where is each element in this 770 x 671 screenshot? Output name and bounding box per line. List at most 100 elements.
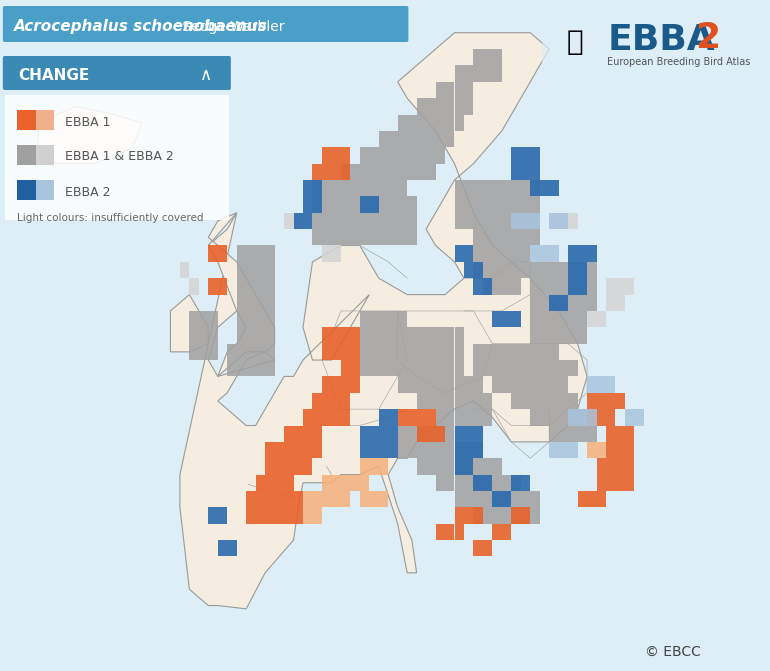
Bar xyxy=(454,246,464,262)
Bar xyxy=(370,197,379,213)
Bar xyxy=(426,409,436,425)
Bar xyxy=(531,213,540,229)
Bar xyxy=(313,229,322,246)
Bar xyxy=(474,344,483,360)
Bar xyxy=(521,197,531,213)
Bar xyxy=(483,180,492,197)
Bar xyxy=(246,295,256,311)
Bar xyxy=(350,474,360,491)
Bar xyxy=(426,360,436,376)
Bar xyxy=(397,327,407,344)
Bar xyxy=(322,376,331,393)
Bar xyxy=(559,295,568,311)
Bar xyxy=(625,278,634,295)
Bar xyxy=(474,229,483,246)
Bar xyxy=(331,491,341,507)
Bar xyxy=(322,180,331,197)
Bar xyxy=(322,409,331,425)
Bar xyxy=(531,164,540,180)
Bar xyxy=(568,262,578,278)
Bar xyxy=(474,474,483,491)
Bar xyxy=(313,197,322,213)
Bar xyxy=(578,327,587,344)
Bar xyxy=(407,327,417,344)
Bar xyxy=(388,213,397,229)
Bar xyxy=(445,327,454,344)
Bar xyxy=(578,295,587,311)
Bar xyxy=(275,491,284,507)
Bar xyxy=(256,327,265,344)
Bar xyxy=(341,164,350,180)
Bar xyxy=(502,507,511,523)
Bar xyxy=(436,344,445,360)
Bar xyxy=(531,148,540,164)
Bar xyxy=(521,213,531,229)
Bar xyxy=(540,180,549,197)
Bar xyxy=(218,278,227,295)
Text: 2: 2 xyxy=(695,21,721,55)
Bar xyxy=(454,115,464,131)
Bar xyxy=(474,278,483,295)
Bar xyxy=(559,327,568,344)
Bar xyxy=(417,164,426,180)
Bar xyxy=(568,393,578,409)
Bar xyxy=(370,197,379,213)
Bar xyxy=(511,148,521,164)
Bar xyxy=(360,327,370,344)
Bar xyxy=(445,393,454,409)
Bar xyxy=(360,197,370,213)
Bar xyxy=(511,491,521,507)
Bar xyxy=(331,148,341,164)
Bar xyxy=(559,425,568,442)
Bar xyxy=(559,311,568,327)
Bar xyxy=(502,523,511,540)
Bar xyxy=(388,360,397,376)
Bar xyxy=(502,344,511,360)
Bar xyxy=(313,409,322,425)
Bar xyxy=(417,327,426,344)
Bar xyxy=(370,360,379,376)
Bar xyxy=(531,507,540,523)
Bar xyxy=(606,393,615,409)
Text: European Breeding Bird Atlas: European Breeding Bird Atlas xyxy=(608,57,751,67)
Bar xyxy=(597,474,606,491)
Bar xyxy=(597,491,606,507)
Text: EBBA 1: EBBA 1 xyxy=(65,115,111,129)
Bar xyxy=(474,425,483,442)
Bar xyxy=(246,311,256,327)
Bar xyxy=(436,82,445,98)
Bar xyxy=(492,262,502,278)
Bar xyxy=(492,278,502,295)
Bar xyxy=(531,327,540,344)
Bar xyxy=(350,229,360,246)
Bar xyxy=(265,278,275,295)
Bar xyxy=(180,262,189,278)
Bar xyxy=(426,442,436,458)
Bar xyxy=(303,442,313,458)
Bar xyxy=(360,442,370,458)
Bar xyxy=(227,344,236,360)
Bar xyxy=(445,523,454,540)
Bar xyxy=(397,409,407,425)
Bar xyxy=(578,491,587,507)
Bar xyxy=(331,474,341,491)
Text: ∧: ∧ xyxy=(199,66,212,84)
Bar xyxy=(388,148,397,164)
Bar xyxy=(454,213,464,229)
Bar xyxy=(483,491,492,507)
Bar xyxy=(511,278,521,295)
Bar xyxy=(313,507,322,523)
Bar xyxy=(492,523,502,540)
Bar xyxy=(502,213,511,229)
Bar xyxy=(549,344,559,360)
Bar xyxy=(256,344,265,360)
Bar xyxy=(331,409,341,425)
Bar xyxy=(341,327,350,344)
Bar xyxy=(531,213,540,229)
Bar xyxy=(322,344,331,360)
Bar xyxy=(587,376,597,393)
Bar xyxy=(502,180,511,197)
Bar xyxy=(417,115,426,131)
Bar xyxy=(540,393,549,409)
Bar xyxy=(464,197,474,213)
